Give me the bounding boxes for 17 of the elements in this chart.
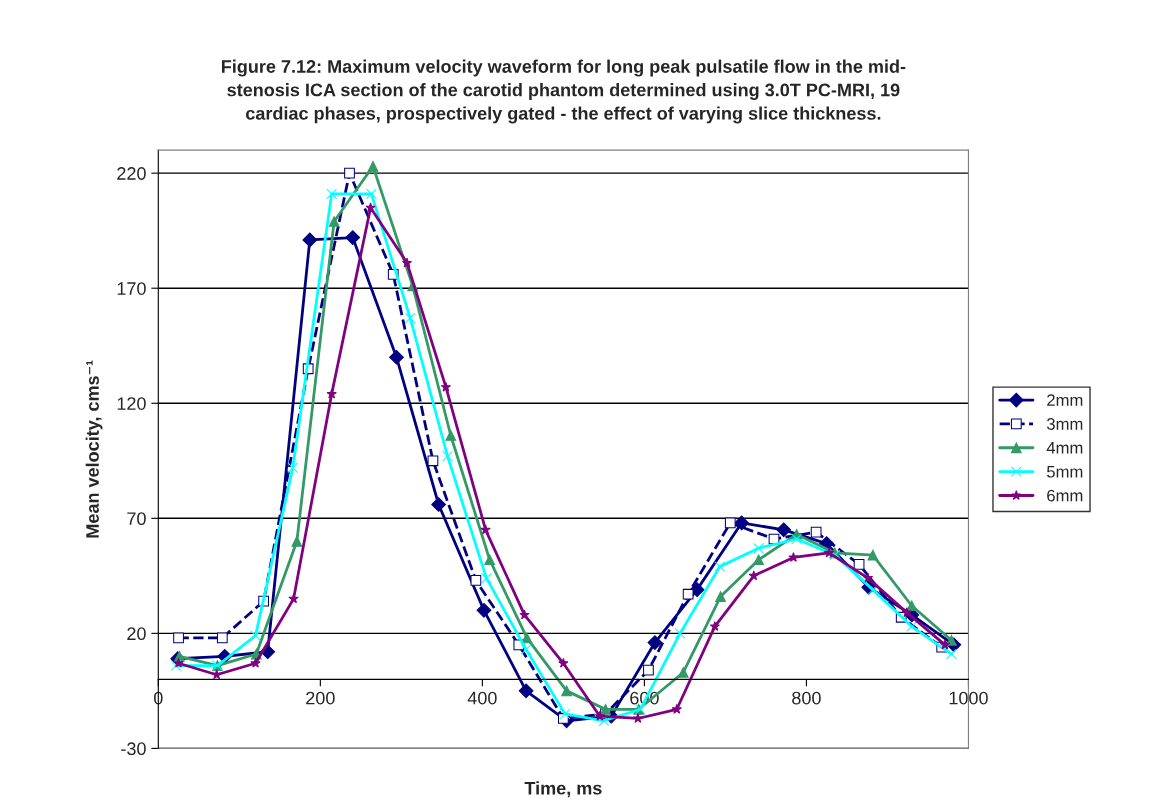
legend-label: 5mm bbox=[1046, 465, 1083, 478]
x-tick-label: 200 bbox=[306, 691, 335, 705]
y-tick-label: 170 bbox=[117, 282, 146, 295]
y-tick-label: 220 bbox=[117, 167, 146, 180]
legend-label: 2mm bbox=[1047, 394, 1083, 406]
x-axis-title: Time, ms bbox=[524, 781, 602, 798]
y-tick-label: 70 bbox=[127, 512, 146, 526]
y-axis-title: Mean velocity, cms⁻¹ bbox=[85, 360, 103, 538]
legend-label: 4mm bbox=[1046, 442, 1083, 454]
x-tick-label: 400 bbox=[467, 691, 497, 705]
y-tick-label: 20 bbox=[127, 627, 146, 641]
y-tick-label: -30 bbox=[121, 742, 146, 756]
legend-label: 6mm bbox=[1047, 489, 1083, 502]
x-tick-label: 800 bbox=[792, 691, 821, 705]
legend-label: 3mm bbox=[1046, 418, 1083, 430]
chart-title: Figure 7.12: Maximum velocity waveform for long peak pulsatile flow in the mid- stenosis ICA section of the carotid phantom determined using 3.0T PC-MRI, 19 cardiac phases, prospectively gated - the effect of varying slice thickness. bbox=[221, 59, 906, 124]
y-tick-label: 120 bbox=[117, 397, 146, 410]
